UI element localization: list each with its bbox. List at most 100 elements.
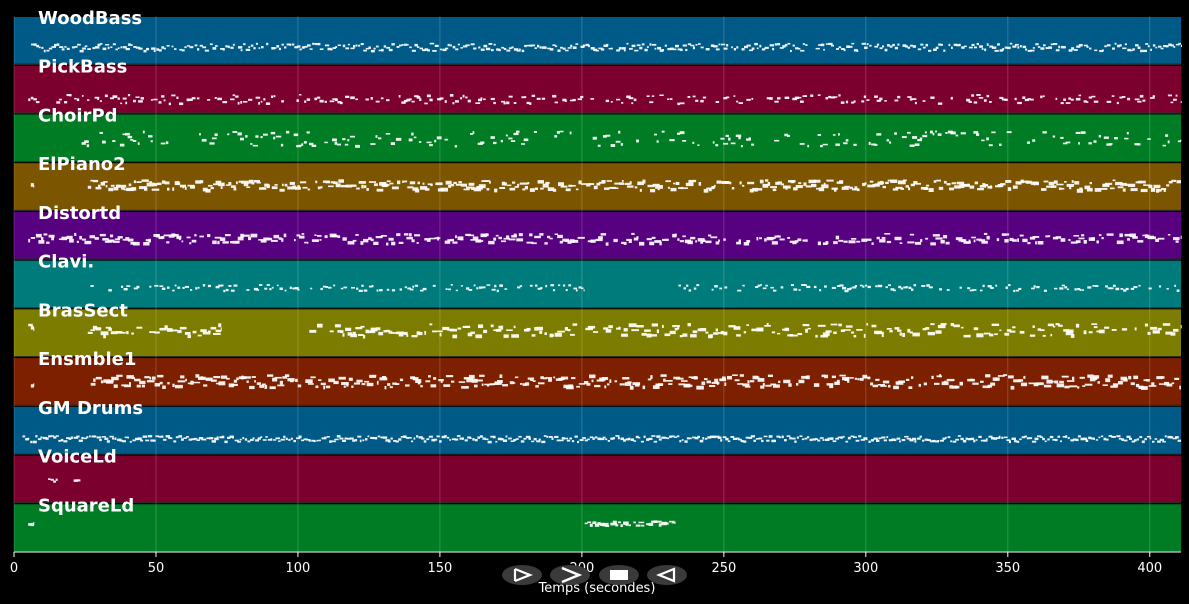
note-mark <box>1075 438 1079 442</box>
note-mark <box>1008 375 1014 379</box>
note-mark <box>700 328 707 332</box>
note-mark <box>1112 47 1115 50</box>
note-mark <box>602 436 606 439</box>
note-mark <box>578 180 582 185</box>
note-mark <box>32 440 37 444</box>
note-mark <box>1046 185 1054 188</box>
note-mark <box>426 438 430 441</box>
note-mark <box>728 325 736 328</box>
playback-controls[interactable] <box>502 565 687 585</box>
note-mark <box>127 135 133 139</box>
note-mark <box>190 289 193 291</box>
play-button-bg[interactable] <box>502 565 542 585</box>
note-mark <box>605 99 609 103</box>
note-mark <box>111 376 119 381</box>
rewind-button-bg[interactable] <box>647 565 687 585</box>
note-mark <box>836 379 840 383</box>
note-mark <box>177 182 181 185</box>
note-mark <box>230 241 234 244</box>
note-mark <box>427 183 432 185</box>
note-mark <box>333 380 339 385</box>
note-mark <box>705 331 709 334</box>
note-mark <box>502 439 508 442</box>
note-mark <box>863 333 866 338</box>
note-mark <box>429 144 433 147</box>
note-mark <box>632 382 641 385</box>
note-mark <box>735 437 740 440</box>
note-mark <box>920 239 923 242</box>
note-mark <box>27 437 30 440</box>
note-mark <box>912 332 920 337</box>
note-mark <box>950 323 954 327</box>
note-mark <box>714 285 718 288</box>
note-mark <box>822 332 830 336</box>
note-mark <box>463 188 470 191</box>
note-mark <box>1047 235 1051 237</box>
note-mark <box>886 436 889 439</box>
note-mark <box>1025 180 1032 184</box>
note-mark <box>999 143 1002 146</box>
note-mark <box>222 241 229 244</box>
note-mark <box>120 102 123 105</box>
rewind-button[interactable] <box>647 565 687 585</box>
note-mark <box>1138 180 1146 184</box>
note-mark <box>469 437 472 439</box>
note-mark <box>354 439 358 442</box>
note-mark <box>1020 179 1024 184</box>
note-mark <box>450 183 455 187</box>
note-mark <box>495 234 499 237</box>
note-mark <box>852 286 857 289</box>
note-mark <box>1027 98 1031 100</box>
note-mark <box>1175 43 1180 46</box>
note-mark <box>1073 49 1078 51</box>
note-mark <box>150 99 154 101</box>
note-mark <box>276 45 280 48</box>
note-mark <box>866 238 872 241</box>
note-mark <box>421 437 425 440</box>
note-mark <box>1062 436 1067 438</box>
note-mark <box>197 48 200 51</box>
note-mark <box>398 333 404 337</box>
note-mark <box>129 382 131 386</box>
note-mark <box>968 100 972 103</box>
note-mark <box>526 44 530 47</box>
note-mark <box>467 436 471 439</box>
note-mark <box>792 241 797 245</box>
note-mark <box>223 289 226 293</box>
note-mark <box>605 438 608 441</box>
note-mark <box>1119 44 1122 47</box>
note-mark <box>260 239 267 243</box>
note-mark <box>356 379 363 383</box>
note-mark <box>798 289 801 291</box>
note-mark <box>635 524 641 527</box>
stop-icon <box>610 570 628 580</box>
note-mark <box>261 383 266 386</box>
note-mark <box>376 380 379 385</box>
note-mark <box>875 285 878 288</box>
note-mark <box>394 383 400 385</box>
stop-button[interactable] <box>599 565 639 585</box>
note-mark <box>161 46 165 49</box>
note-mark <box>30 96 34 100</box>
note-marks <box>22 42 1182 527</box>
note-mark <box>517 286 521 289</box>
note-mark <box>634 49 639 52</box>
note-mark <box>925 43 928 47</box>
note-mark <box>603 44 608 47</box>
note-mark <box>600 438 605 441</box>
note-mark <box>209 437 214 440</box>
note-mark <box>851 101 855 104</box>
note-mark <box>604 385 607 389</box>
note-mark <box>1106 44 1111 47</box>
note-mark <box>273 439 277 441</box>
play-button[interactable] <box>502 565 542 585</box>
note-mark <box>1003 436 1008 439</box>
note-mark <box>100 43 103 45</box>
forward-button-bg[interactable] <box>550 565 590 585</box>
forward-button[interactable] <box>550 565 590 585</box>
note-mark <box>571 377 576 380</box>
note-mark <box>879 331 884 334</box>
track-label: WoodBass <box>38 8 142 29</box>
note-mark <box>419 47 423 50</box>
note-mark <box>933 48 937 51</box>
